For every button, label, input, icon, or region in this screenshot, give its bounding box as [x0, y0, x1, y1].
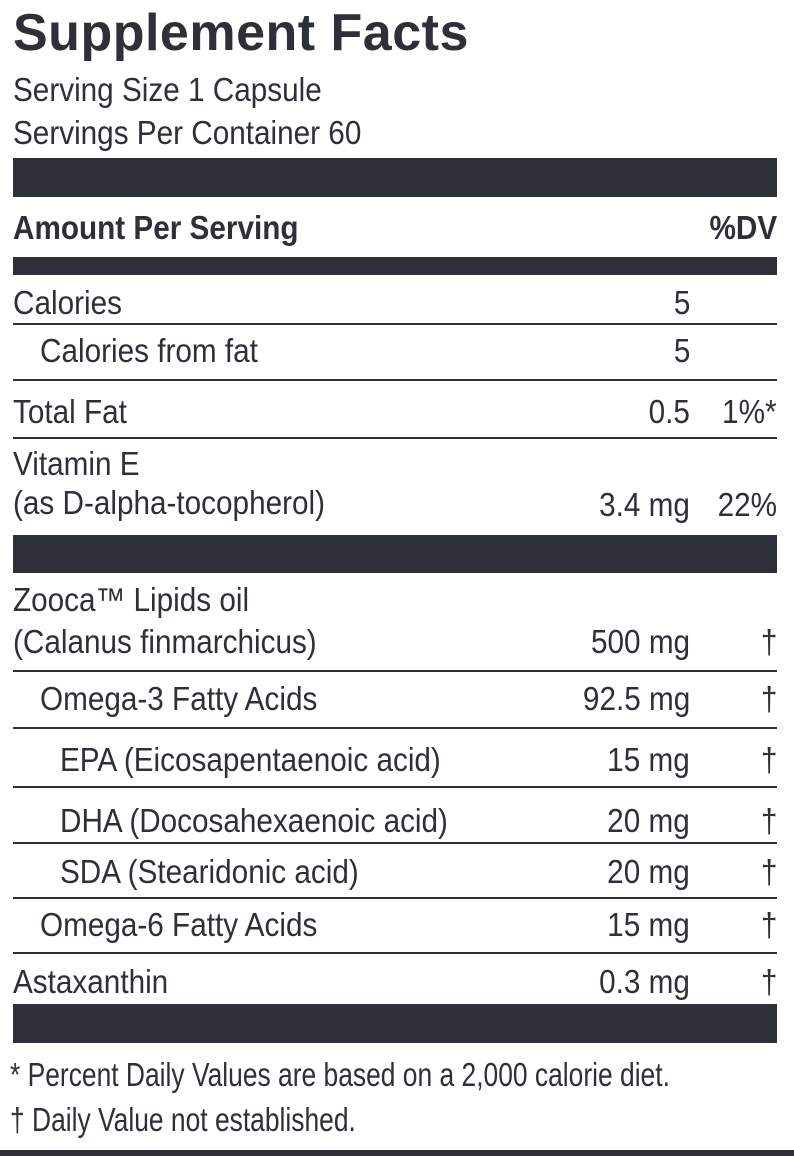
row-name: Astaxanthin — [13, 963, 169, 1000]
row-name: SDA (Stearidonic acid) — [60, 853, 359, 890]
row-amount: 0.5 — [648, 393, 690, 430]
row-dv: † — [760, 680, 777, 717]
row-name: Calories — [13, 284, 122, 321]
row-amount: 500 mg — [590, 623, 690, 660]
row-name-detail: (as D-alpha-tocopherol) — [13, 484, 326, 521]
row-divider — [13, 437, 777, 439]
row-name: Omega-3 Fatty Acids — [40, 680, 318, 717]
footnote-dagger: † Daily Value not established. — [10, 1101, 356, 1138]
row-name: Calories from fat — [40, 332, 258, 369]
row-name: Zooca™ Lipids oil — [13, 581, 250, 618]
footnote-dv: * Percent Daily Values are based on a 2,… — [10, 1056, 670, 1093]
row-name: Total Fat — [13, 393, 127, 430]
row-dv: † — [760, 853, 777, 890]
row-amount: 5 — [673, 284, 690, 321]
row-divider — [13, 727, 777, 729]
page-title: Supplement Facts — [13, 4, 469, 62]
dv-label: %DV — [709, 209, 777, 246]
row-name: DHA (Docosahexaenoic acid) — [60, 802, 448, 839]
row-divider — [13, 952, 777, 954]
divider-bar — [13, 257, 777, 275]
row-amount: 3.4 mg — [599, 486, 690, 523]
bottom-border — [0, 1150, 794, 1156]
row-dv: † — [760, 741, 777, 778]
row-amount: 15 mg — [607, 741, 690, 778]
row-divider — [13, 786, 777, 788]
row-amount: 20 mg — [607, 853, 690, 890]
divider-bar — [13, 535, 777, 573]
row-amount: 5 — [673, 332, 690, 369]
row-dv: † — [760, 906, 777, 943]
row-dv: 22% — [717, 486, 777, 523]
row-name-detail: (Calanus finmarchicus) — [13, 623, 317, 660]
row-dv: † — [760, 623, 777, 660]
row-dv: † — [760, 802, 777, 839]
row-amount: 92.5 mg — [582, 680, 690, 717]
row-name: EPA (Eicosapentaenoic acid) — [60, 741, 441, 778]
row-divider — [13, 379, 777, 381]
amount-per-serving-label: Amount Per Serving — [13, 209, 299, 246]
divider-bar — [13, 1004, 777, 1043]
row-divider — [13, 897, 777, 899]
row-divider — [13, 323, 777, 325]
row-amount: 0.3 mg — [599, 963, 690, 1000]
serving-size: Serving Size 1 Capsule — [13, 71, 322, 108]
row-dv: † — [760, 963, 777, 1000]
row-amount: 20 mg — [607, 802, 690, 839]
servings-per-container: Servings Per Container 60 — [13, 114, 362, 151]
row-dv: 1%* — [722, 393, 777, 430]
row-amount: 15 mg — [607, 906, 690, 943]
divider-bar — [13, 158, 777, 197]
row-name: Vitamin E — [13, 445, 140, 482]
row-name: Omega-6 Fatty Acids — [40, 906, 318, 943]
row-divider — [13, 670, 777, 672]
row-divider — [13, 842, 777, 844]
